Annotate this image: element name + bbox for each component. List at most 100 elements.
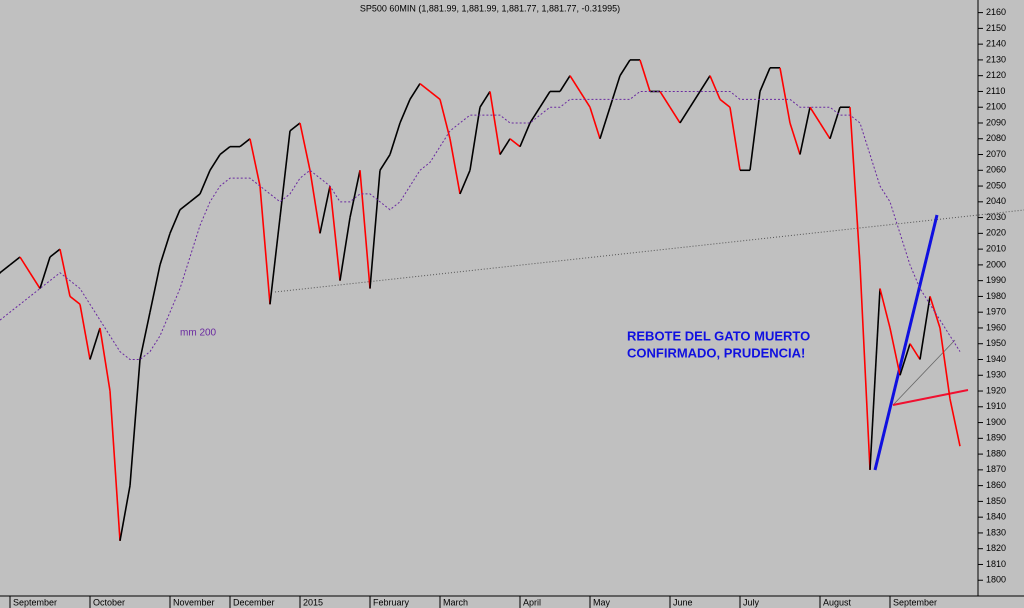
price-segment [879, 288, 891, 329]
y-tick-label: 2020 [986, 228, 1006, 238]
price-segment [319, 185, 331, 234]
price-segment [799, 107, 811, 155]
y-tick-label: 1910 [986, 401, 1006, 411]
price-segment [49, 248, 61, 258]
price-segment [709, 75, 721, 100]
y-tick-label: 2130 [986, 54, 1006, 64]
price-segment [949, 398, 961, 447]
price-segment [159, 233, 171, 266]
price-segment [489, 91, 501, 155]
price-segment [189, 193, 201, 203]
y-tick-label: 1930 [986, 370, 1006, 380]
price-segment [169, 209, 181, 234]
y-tick-label: 1890 [986, 433, 1006, 443]
y-tick-label: 1810 [986, 559, 1006, 569]
y-tick-label: 2110 [986, 86, 1005, 96]
price-segment [79, 304, 91, 360]
x-tick-label: May [593, 597, 611, 607]
trend-line [892, 389, 969, 406]
price-segment [349, 170, 361, 218]
price-segment [279, 130, 291, 218]
price-segment [809, 106, 821, 124]
x-tick-label: March [443, 597, 468, 607]
trend-line [873, 214, 939, 471]
price-segment [559, 75, 571, 92]
price-segment [479, 91, 491, 108]
price-segment [149, 264, 161, 313]
x-tick-label: February [373, 597, 410, 607]
y-tick-label: 1800 [986, 575, 1006, 585]
price-segment [109, 390, 121, 541]
y-tick-label: 2120 [986, 70, 1006, 80]
price-segment [179, 201, 191, 211]
price-segment [129, 359, 141, 486]
y-tick-label: 1970 [986, 307, 1006, 317]
annotation: mm 200 [180, 328, 217, 339]
price-segment [419, 82, 431, 93]
y-tick-label: 2090 [986, 117, 1006, 127]
price-segment [789, 122, 801, 155]
y-tick-label: 2030 [986, 212, 1006, 222]
price-segment [389, 122, 401, 155]
price-segment [829, 106, 841, 139]
y-tick-label: 2080 [986, 133, 1006, 143]
price-segment [759, 67, 771, 92]
price-segment [529, 106, 541, 124]
price-segment [439, 99, 451, 139]
price-segment [309, 170, 321, 234]
y-tick-label: 1850 [986, 496, 1006, 506]
price-segment [569, 75, 581, 92]
price-segment [19, 256, 31, 274]
y-tick-label: 1820 [986, 543, 1006, 553]
y-tick-label: 2010 [986, 243, 1006, 253]
price-segment [259, 185, 271, 305]
moving-average [0, 90, 961, 360]
price-segment [299, 122, 311, 171]
price-segment [819, 122, 831, 140]
trend-line [892, 339, 956, 406]
price-segment [219, 146, 231, 156]
price-segment [499, 138, 511, 155]
price-segment [889, 327, 901, 376]
price-segment [119, 485, 131, 541]
x-tick-label: September [13, 597, 57, 607]
y-tick-label: 2050 [986, 180, 1006, 190]
price-segment [939, 327, 951, 400]
y-tick-label: 2000 [986, 259, 1006, 269]
price-segment [599, 106, 611, 139]
price-segment [539, 91, 551, 108]
y-tick-label: 1880 [986, 448, 1006, 458]
x-tick-label: 2015 [303, 597, 323, 607]
x-tick-label: August [823, 597, 852, 607]
price-segment [369, 170, 381, 289]
price-segment [139, 312, 151, 360]
price-segment [469, 107, 481, 171]
price-segment [89, 327, 101, 360]
x-tick-label: October [93, 597, 125, 607]
y-tick-label: 1980 [986, 291, 1006, 301]
price-segment [429, 90, 441, 100]
price-segment [659, 91, 671, 108]
price-segment [9, 256, 21, 266]
price-segment [779, 67, 791, 124]
price-segment [409, 83, 421, 100]
price-segment [329, 185, 341, 281]
x-tick-label: September [893, 597, 937, 607]
price-segment [869, 288, 881, 470]
annotation: REBOTE DEL GATO MUERTO [627, 328, 810, 343]
price-segment [679, 106, 691, 124]
price-segment [609, 75, 621, 108]
y-tick-label: 1840 [986, 512, 1006, 522]
y-tick-label: 1960 [986, 322, 1006, 332]
price-segment [729, 107, 741, 171]
price-segment [909, 343, 921, 360]
price-segment [449, 138, 461, 195]
x-tick-label: July [743, 597, 760, 607]
price-segment [719, 98, 731, 108]
price-segment [249, 138, 261, 187]
y-tick-label: 1900 [986, 417, 1006, 427]
price-segment [749, 91, 761, 171]
price-segment [619, 59, 631, 77]
y-tick-label: 2140 [986, 39, 1006, 49]
